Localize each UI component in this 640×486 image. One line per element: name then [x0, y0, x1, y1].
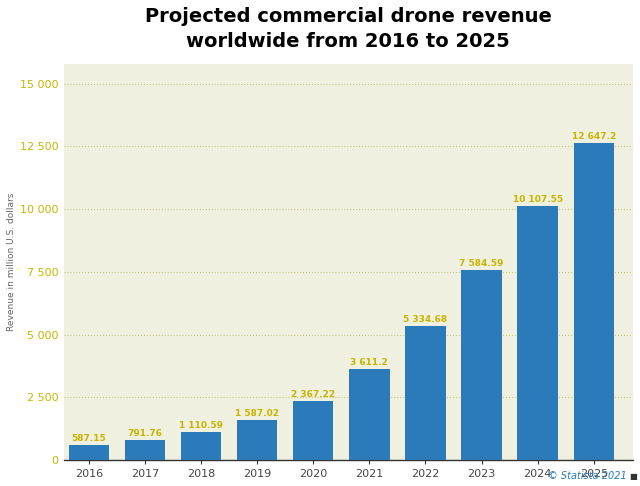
- Text: 587.15: 587.15: [72, 434, 106, 443]
- Bar: [125, 440, 165, 460]
- Text: 1 110.59: 1 110.59: [179, 421, 223, 430]
- Text: 12 647.2: 12 647.2: [572, 132, 616, 141]
- Bar: [405, 326, 445, 460]
- Bar: [293, 400, 333, 460]
- Text: 5 334.68: 5 334.68: [403, 315, 447, 324]
- Text: 1 587.02: 1 587.02: [235, 409, 279, 418]
- Bar: [573, 143, 614, 460]
- Text: 3 611.2: 3 611.2: [351, 358, 388, 367]
- Text: 10 107.55: 10 107.55: [513, 195, 563, 205]
- Text: 7 584.59: 7 584.59: [460, 259, 504, 268]
- Bar: [349, 369, 390, 460]
- Title: Projected commercial drone revenue
worldwide from 2016 to 2025: Projected commercial drone revenue world…: [145, 7, 552, 51]
- Bar: [461, 270, 502, 460]
- Y-axis label: Revenue in million U.S. dollars: Revenue in million U.S. dollars: [7, 192, 16, 331]
- Bar: [181, 432, 221, 460]
- Bar: [518, 207, 558, 460]
- Text: ■: ■: [629, 472, 637, 481]
- Text: © Statista 2021: © Statista 2021: [548, 471, 627, 481]
- Bar: [68, 445, 109, 460]
- Text: 791.76: 791.76: [127, 429, 163, 438]
- Text: 2 367.22: 2 367.22: [291, 390, 335, 399]
- Bar: [237, 420, 277, 460]
